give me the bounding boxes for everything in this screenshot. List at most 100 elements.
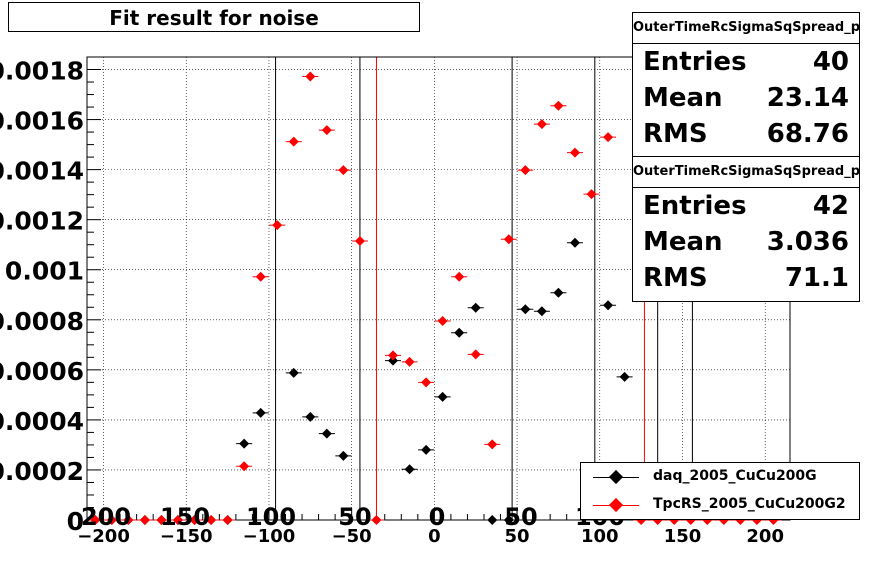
x-tick-label-5: 50: [505, 526, 530, 547]
point-s0-10: [451, 327, 468, 338]
point-s0-6: [385, 355, 402, 366]
diamond-marker: [388, 355, 399, 366]
diamond-marker: [569, 237, 580, 248]
x-tick-label-8: 200: [746, 526, 784, 547]
diamond-marker: [536, 119, 547, 130]
stats-mean-row: Mean 23.14: [633, 80, 859, 116]
point-s0-15: [566, 237, 583, 248]
stats-rms-value: 71.1: [784, 263, 849, 293]
y-tick-label-9: 0.0018: [0, 57, 84, 86]
point-s0-13: [533, 306, 550, 317]
diamond-marker: [404, 356, 415, 367]
diamond-marker: [189, 515, 200, 525]
diamond-marker: [123, 515, 134, 525]
point-s1-27: [169, 515, 186, 525]
point-s0-12: [517, 304, 534, 315]
diamond-marker: [139, 515, 150, 525]
point-s1-9: [401, 356, 418, 367]
point-s0-7: [401, 464, 418, 475]
stats-rms-row: RMS 68.76: [633, 116, 859, 152]
y-tick-label-5: 0.001: [5, 257, 84, 286]
point-s0-4: [318, 428, 335, 439]
point-s1-30: [219, 515, 236, 525]
y-tick-label-1: 0.0002: [0, 457, 84, 486]
point-s0-14: [550, 287, 567, 298]
point-s1-12: [451, 271, 468, 282]
chart-title-box: Fit result for noise: [8, 2, 420, 32]
diamond-marker: [206, 515, 217, 525]
diamond-marker: [603, 132, 614, 143]
x-tick-label-7: 150: [664, 526, 702, 547]
point-s1-3: [285, 136, 302, 147]
point-s1-24: [120, 515, 137, 525]
point-s0-28: [500, 515, 517, 525]
point-s1-31: [368, 515, 385, 525]
point-s1-1: [252, 271, 269, 282]
y-tick-label-6: 0.0012: [0, 207, 84, 236]
diamond-marker: [454, 327, 465, 338]
y-tick-label-8: 0.0016: [0, 107, 84, 136]
point-s1-29: [203, 515, 220, 525]
stats-entries-row: Entries 40: [633, 44, 859, 80]
point-s1-6: [335, 165, 352, 176]
diamond-marker: [487, 515, 498, 525]
point-s1-25: [136, 515, 153, 525]
diamond-marker: [536, 306, 547, 317]
point-s1-18: [550, 100, 567, 111]
point-s0-2: [285, 367, 302, 378]
point-s0-5: [335, 450, 352, 461]
point-s0-16: [600, 300, 617, 311]
diamond-marker: [520, 304, 531, 315]
diamond-marker: [619, 371, 630, 382]
legend-marker-daq: [608, 469, 624, 485]
diamond-marker: [437, 391, 448, 402]
diamond-marker: [338, 450, 349, 461]
y-tick-label-2: 0.0004: [0, 407, 84, 436]
axis-labels: −200−150−100−5005010015020000.00020.0004…: [0, 57, 784, 547]
stats-entries-label: Entries: [643, 47, 747, 77]
chart-title: Fit result for noise: [109, 6, 319, 30]
diamond-marker: [156, 515, 167, 525]
point-s0-17: [616, 371, 633, 382]
point-s1-16: [517, 165, 534, 176]
y-tick-label-3: 0.0006: [0, 357, 84, 386]
point-s1-0: [236, 461, 253, 472]
point-s1-23: [103, 515, 120, 525]
diamond-marker: [503, 515, 514, 525]
stats-entries-value: 40: [812, 47, 849, 77]
diamond-marker: [404, 464, 415, 475]
point-s1-17: [533, 119, 550, 130]
point-s1-13: [467, 349, 484, 360]
diamond-marker: [90, 515, 101, 525]
point-s0-9: [434, 391, 451, 402]
diamond-marker: [338, 165, 349, 176]
point-s1-20: [583, 189, 600, 200]
overlay-x-label-4: 0: [429, 503, 446, 531]
point-s1-2: [269, 220, 286, 231]
diamond-marker: [255, 271, 266, 282]
overlay-x-label-3: 50: [338, 503, 371, 531]
point-s1-11: [434, 316, 451, 327]
diamond-marker: [305, 71, 316, 82]
x-tick-label-3: −50: [332, 526, 372, 547]
x-tick-label-1: −150: [160, 526, 213, 547]
overlay-x-label-1: 150: [160, 503, 210, 531]
point-s1-4: [302, 71, 319, 82]
stats-entries-row: Entries 42: [633, 188, 859, 224]
point-s0-27: [484, 515, 501, 525]
diamond-marker: [503, 234, 514, 245]
diamond-marker: [239, 438, 250, 449]
stats-mean-row: Mean 3.036: [633, 224, 859, 260]
x-tick-label-4: 0: [428, 526, 441, 547]
diamond-marker: [437, 316, 448, 327]
diamond-marker: [288, 367, 299, 378]
y-tick-label-0: 0: [67, 507, 84, 536]
legend-entry-tpcrs: TpcRS_2005_CuCu200G2: [581, 493, 859, 519]
point-s0-1: [252, 407, 269, 418]
diamond-marker: [172, 515, 183, 525]
vertical-reference-lines: [275, 57, 693, 520]
diamond-marker: [321, 428, 332, 439]
diamond-marker: [487, 439, 498, 450]
diamond-marker: [553, 287, 564, 298]
diamond-marker: [603, 300, 614, 311]
